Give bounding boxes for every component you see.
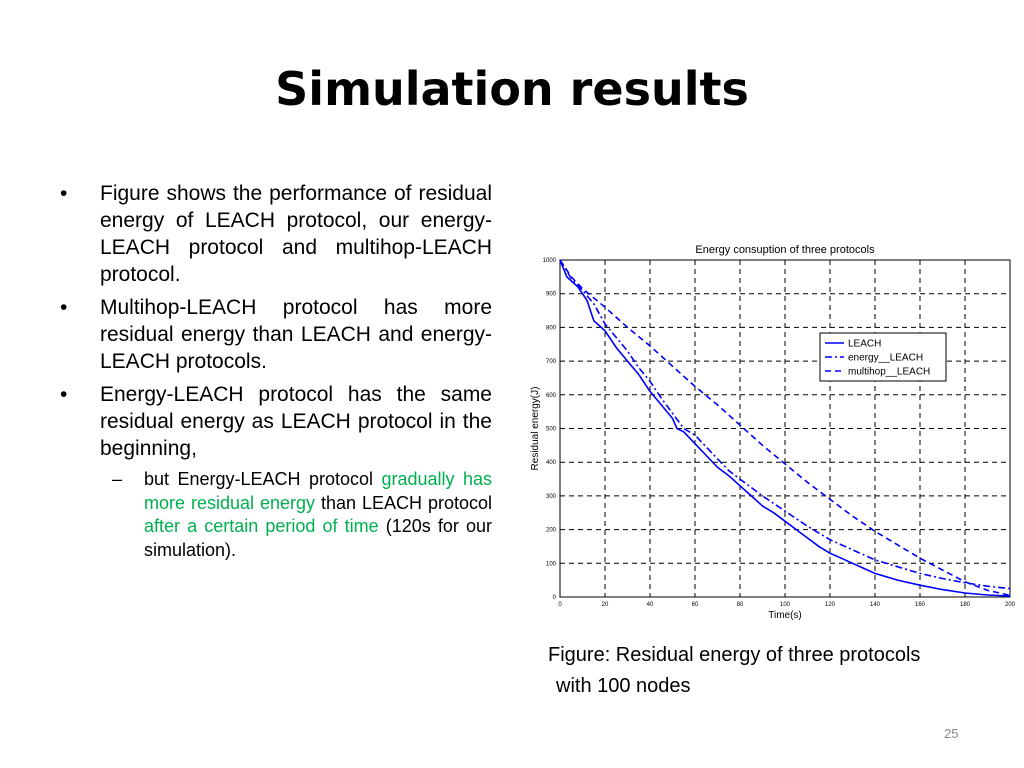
slide-title: Simulation results (275, 62, 749, 116)
x-tick-label: 140 (870, 602, 881, 608)
y-tick-label: 100 (546, 561, 557, 567)
bullet-glyph: • (60, 296, 68, 319)
chart-title: Energy consuption of three protocols (695, 244, 875, 256)
x-tick-label: 40 (647, 602, 654, 608)
x-tick-label: 120 (825, 602, 836, 608)
y-tick-label: 1000 (543, 258, 557, 264)
y-tick-label: 200 (546, 528, 557, 534)
sub-text-2: than LEACH protocol (315, 492, 492, 513)
x-axis-label: Time(s) (768, 610, 802, 621)
y-tick-label: 0 (553, 595, 557, 601)
series-line-multihop-leach (559, 259, 1011, 597)
bullet-text: Figure shows the performance of residual… (100, 182, 492, 286)
series-line-leach (559, 259, 1011, 597)
sub-bullet-item: – but Energy-LEACH protocol gradually ha… (60, 468, 492, 562)
bullet-glyph: • (60, 383, 68, 406)
bullet-glyph: • (60, 182, 68, 205)
legend-label: LEACH (848, 339, 881, 350)
sub-text-1: but Energy-LEACH protocol (144, 469, 382, 489)
y-tick-label: 900 (546, 292, 557, 298)
plot-frame (559, 259, 1011, 598)
dash-glyph: – (112, 469, 123, 489)
y-tick-label: 300 (546, 494, 557, 500)
caption-line-2: with 100 nodes (556, 675, 691, 697)
sub-text-3: (120s for our simulation). (144, 516, 492, 560)
legend-label: multihop__LEACH (848, 367, 930, 378)
bullet-text: Energy-LEACH protocol has the same resid… (100, 383, 492, 460)
bullet-text: Multihop-LEACH protocol has more residua… (100, 296, 492, 373)
bullet-item-2: • Multihop-LEACH protocol has more resid… (60, 294, 492, 375)
bullet-list: • Figure shows the performance of residu… (60, 180, 492, 562)
x-tick-label: 20 (602, 602, 609, 608)
y-tick-label: 600 (546, 393, 557, 399)
x-tick-label: 0 (558, 602, 562, 608)
x-tick-label: 100 (780, 602, 791, 608)
sub-text-highlight-2: after a certain period of time (144, 516, 379, 536)
legend-label: energy__LEACH (848, 353, 923, 364)
figure-caption: Figure: Residual energy of three protoco… (548, 640, 1008, 702)
y-axis-label: Residual energy(J) (530, 387, 541, 471)
y-tick-label: 500 (546, 427, 557, 433)
chart-svg: 0 20 40 60 80 100 120 140 160 180 200 0 100 200 300 400… (530, 244, 1016, 621)
x-tick-label: 180 (960, 602, 971, 608)
series-line-energy-leach (559, 259, 1011, 590)
x-tick-label: 80 (737, 602, 744, 608)
x-tick-label: 200 (1005, 602, 1016, 608)
sub-text-highlight-1: gradually has more residual energy (144, 469, 492, 513)
x-tick-label: 60 (692, 602, 699, 608)
energy-chart: 0 20 40 60 80 100 120 140 160 180 200 0 100 200 300 400… (518, 236, 1022, 624)
y-tick-label: 400 (546, 460, 557, 466)
y-tick-label: 800 (546, 325, 557, 331)
y-tick-label: 700 (546, 359, 557, 365)
page-number: 25 (944, 726, 959, 741)
bullet-item-3: • Energy-LEACH protocol has the same res… (60, 381, 492, 462)
x-tick-label: 160 (915, 602, 926, 608)
bullet-item-1: • Figure shows the performance of residu… (60, 180, 492, 288)
caption-line-1: Figure: Residual energy of three protoco… (548, 644, 921, 666)
